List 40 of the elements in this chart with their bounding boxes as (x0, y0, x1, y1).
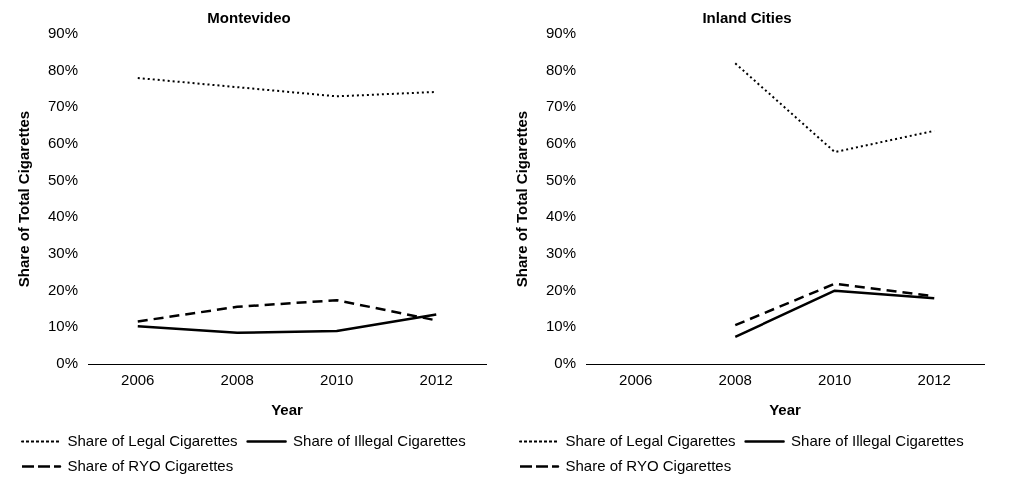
y-tick-label: 70% (47, 97, 79, 115)
y-tick-label: 60% (47, 134, 79, 152)
y-tick-label: 20% (545, 280, 577, 298)
y-tick-label: 80% (47, 60, 79, 78)
x-tick-label: 2008 (220, 371, 254, 389)
x-tick-label: 2006 (619, 371, 653, 389)
legend-label: Share of Legal Cigarettes (565, 431, 736, 449)
y-tick-label: 60% (545, 134, 577, 152)
y-tick-label: 0% (554, 354, 577, 372)
y-tick-label: 90% (47, 24, 79, 42)
x-axis-title: Year (769, 401, 802, 419)
x-tick-label: 2010 (818, 371, 852, 389)
y-tick-label: 50% (545, 170, 577, 188)
chart-title: Inland Cities (702, 9, 792, 27)
legend-label: Share of Legal Cigarettes (67, 431, 238, 449)
y-tick-label: 30% (545, 244, 577, 262)
y-tick-label: 90% (545, 24, 577, 42)
y-tick-label: 20% (47, 280, 79, 298)
y-tick-label: 30% (47, 244, 79, 262)
chart-title: Montevideo (207, 9, 291, 27)
x-axis-title: Year (271, 401, 304, 419)
y-tick-label: 40% (47, 207, 79, 225)
legend-label: Share of RYO Cigarettes (565, 456, 732, 474)
legend-label: Share of Illegal Cigarettes (293, 431, 466, 449)
y-tick-label: 70% (545, 97, 577, 115)
y-tick-label: 10% (47, 317, 79, 335)
x-tick-label: 2006 (121, 371, 155, 389)
y-tick-label: 40% (545, 207, 577, 225)
legend-label: Share of Illegal Cigarettes (791, 431, 964, 449)
x-tick-label: 2012 (419, 371, 453, 389)
y-tick-label: 10% (545, 317, 577, 335)
x-tick-label: 2012 (917, 371, 951, 389)
legend-label: Share of RYO Cigarettes (67, 456, 234, 474)
x-tick-label: 2008 (718, 371, 752, 389)
y-tick-label: 80% (545, 60, 577, 78)
y-axis-title: Share of Total Cigarettes (513, 110, 531, 288)
y-axis-title: Share of Total Cigarettes (15, 110, 33, 288)
x-tick-label: 2010 (320, 371, 354, 389)
y-tick-label: 0% (56, 354, 79, 372)
y-tick-label: 50% (47, 170, 79, 188)
